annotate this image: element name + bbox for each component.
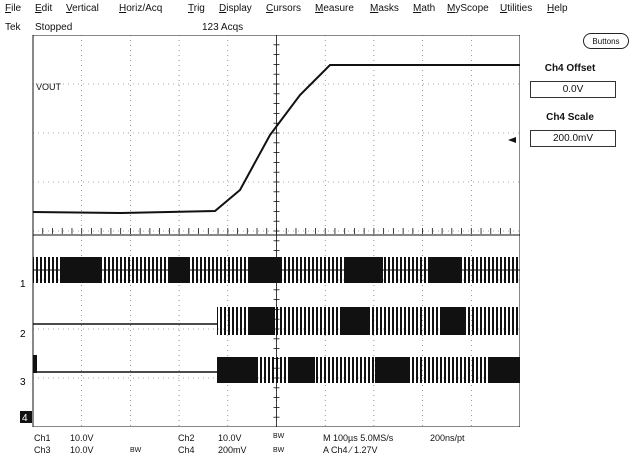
- ch4-reference-arrow: [508, 137, 516, 143]
- menu-math[interactable]: Math: [413, 3, 436, 14]
- menu-horiz-acq[interactable]: Horiz/Acq: [119, 3, 163, 14]
- menu-cursors[interactable]: Cursors: [266, 3, 302, 14]
- trigger-readout: A Ch4 ⁄ 1.27V: [323, 445, 378, 455]
- menu-edit[interactable]: Edit: [35, 3, 53, 14]
- ch3-readout-label: Ch3: [34, 445, 51, 455]
- ch3-bw-indicator: BW: [130, 447, 142, 454]
- timebase-readout: M 100µs 5.0MS/s: [323, 433, 394, 443]
- menu-trig[interactable]: Trig: [188, 3, 205, 14]
- vout-label: VOUT: [36, 82, 62, 92]
- menu-help[interactable]: Help: [547, 3, 568, 14]
- ch4-offset-input[interactable]: 0.0V: [530, 81, 616, 98]
- ch4-marker-box[interactable]: [20, 411, 32, 423]
- ch4-bw-indicator: BW: [273, 447, 285, 454]
- menu-file[interactable]: File: [5, 3, 22, 14]
- acquisition-state: Stopped: [35, 22, 73, 33]
- ch4-scale-input[interactable]: 200.0mV: [530, 130, 616, 147]
- menu-measure[interactable]: Measure: [315, 3, 354, 14]
- ch4-scale-label: Ch4 Scale: [546, 112, 594, 123]
- menu-display[interactable]: Display: [219, 3, 252, 14]
- ch3-marker[interactable]: 3: [20, 377, 26, 388]
- menu-myscope[interactable]: MyScope: [447, 3, 489, 14]
- acquisition-count: 123 Acqs: [202, 22, 244, 33]
- ch4-readout-label: Ch4: [178, 445, 195, 455]
- menu-utilities[interactable]: Utilities: [500, 3, 533, 14]
- ch1-readout-label: Ch1: [34, 433, 51, 443]
- ch2-marker[interactable]: 2: [20, 329, 26, 340]
- menu-masks[interactable]: Masks: [370, 3, 399, 14]
- ch1-trace: [33, 257, 520, 283]
- menu-vertical[interactable]: Vertical: [66, 3, 99, 14]
- ch4-readout-value: 200mV: [218, 445, 247, 455]
- ch1-readout-value: 10.0V: [70, 433, 94, 443]
- sample-interval-readout: 200ns/pt: [430, 433, 465, 443]
- menu-bar: File Edit Vertical Horiz/Acq Trig Displa…: [0, 0, 632, 18]
- ch3-trace: [33, 355, 520, 383]
- buttons-toggle-button[interactable]: Buttons: [583, 33, 629, 49]
- ch4-marker[interactable]: 4: [22, 413, 28, 424]
- ch2-readout-label: Ch2: [178, 433, 195, 443]
- ch3-readout-value: 10.0V: [70, 445, 94, 455]
- ch2-bw-indicator: BW: [273, 433, 285, 440]
- ch1-marker[interactable]: 1: [20, 279, 26, 290]
- ch2-trace: [33, 307, 520, 335]
- ch2-readout-value: 10.0V: [218, 433, 242, 443]
- scope-display[interactable]: VOUT 1 2 3 4: [0, 35, 520, 427]
- brand-label: Tek: [5, 22, 21, 33]
- vout-trace: [32, 64, 520, 215]
- ch4-offset-label: Ch4 Offset: [544, 63, 596, 74]
